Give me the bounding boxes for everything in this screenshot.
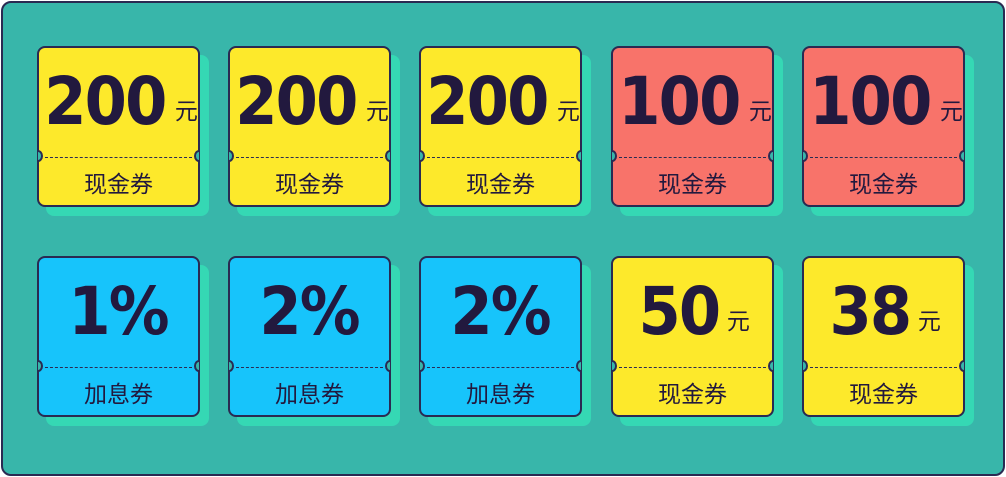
coupon-value: 2%	[421, 258, 580, 366]
coupon-divider	[810, 157, 957, 158]
coupon-divider	[236, 157, 383, 158]
coupon-label: 现金券	[849, 172, 918, 198]
coupon-amount: 200	[44, 63, 167, 140]
coupon-notch-left	[612, 360, 617, 372]
coupon-divider	[810, 367, 957, 368]
coupon-notch-left	[420, 360, 425, 372]
coupon-divider	[619, 367, 766, 368]
coupon-value: 1%	[39, 258, 198, 366]
coupon-value: 38 元	[804, 258, 963, 366]
coupon-label: 加息券	[466, 382, 535, 408]
coupon-notch-left	[229, 150, 234, 162]
coupon-unit: 元	[917, 309, 941, 335]
coupon-value: 2%	[230, 258, 389, 366]
coupon-notch-right	[768, 360, 773, 372]
coupon-divider	[619, 157, 766, 158]
coupon-label: 加息券	[275, 382, 344, 408]
coupon-unit: 元	[365, 99, 389, 125]
coupon-card[interactable]: 200 元 现金券	[228, 46, 391, 207]
coupon-amount: 200	[235, 63, 358, 140]
coupon-notch-right	[194, 150, 199, 162]
coupon-notch-left	[803, 150, 808, 162]
coupon-notch-right	[576, 150, 581, 162]
coupon-notch-right	[385, 360, 390, 372]
coupon-unit: 元	[748, 99, 772, 125]
coupon-label: 现金券	[275, 172, 344, 198]
coupon-amount: 1%	[68, 273, 170, 350]
coupon-card[interactable]: 100 元 现金券	[611, 46, 774, 207]
coupon-notch-left	[803, 360, 808, 372]
coupon-notch-right	[385, 150, 390, 162]
coupon-label: 现金券	[849, 382, 918, 408]
coupon-card[interactable]: 100 元 现金券	[802, 46, 965, 207]
coupon-value: 200 元	[421, 48, 580, 156]
coupon-unit: 元	[174, 99, 198, 125]
coupon-amount: 38	[829, 273, 913, 350]
coupon-amount: 100	[618, 63, 741, 140]
coupon-notch-right	[576, 360, 581, 372]
coupon-notch-right	[959, 150, 964, 162]
coupon-notch-left	[229, 360, 234, 372]
coupon-label: 现金券	[658, 382, 727, 408]
coupon-notch-left	[38, 150, 43, 162]
coupon-divider	[45, 157, 192, 158]
coupon-notch-right	[194, 360, 199, 372]
coupon-card[interactable]: 2% 加息券	[419, 256, 582, 417]
coupon-unit: 元	[939, 99, 963, 125]
coupon-divider	[427, 367, 574, 368]
coupon-card[interactable]: 200 元 现金券	[37, 46, 200, 207]
coupon-card[interactable]: 200 元 现金券	[419, 46, 582, 207]
coupon-label: 现金券	[84, 172, 153, 198]
coupon-notch-left	[38, 360, 43, 372]
coupon-unit: 元	[556, 99, 580, 125]
coupon-card[interactable]: 50 元 现金券	[611, 256, 774, 417]
coupon-divider	[45, 367, 192, 368]
coupon-card[interactable]: 2% 加息券	[228, 256, 391, 417]
coupon-card[interactable]: 1% 加息券	[37, 256, 200, 417]
coupon-amount: 2%	[450, 273, 552, 350]
coupon-card[interactable]: 38 元 现金券	[802, 256, 965, 417]
coupon-notch-left	[612, 150, 617, 162]
coupon-value: 200 元	[230, 48, 389, 156]
coupon-divider	[236, 367, 383, 368]
coupon-amount: 50	[638, 273, 722, 350]
coupon-notch-right	[959, 360, 964, 372]
coupon-value: 100 元	[613, 48, 772, 156]
coupon-notch-left	[420, 150, 425, 162]
coupon-amount: 200	[426, 63, 549, 140]
coupon-label: 现金券	[466, 172, 535, 198]
coupon-value: 50 元	[613, 258, 772, 366]
coupon-amount: 100	[809, 63, 932, 140]
coupon-unit: 元	[726, 309, 750, 335]
coupon-value: 100 元	[804, 48, 963, 156]
coupon-label: 现金券	[658, 172, 727, 198]
coupon-divider	[427, 157, 574, 158]
coupon-notch-right	[768, 150, 773, 162]
coupon-value: 200 元	[39, 48, 198, 156]
coupon-label: 加息券	[84, 382, 153, 408]
coupon-amount: 2%	[259, 273, 361, 350]
